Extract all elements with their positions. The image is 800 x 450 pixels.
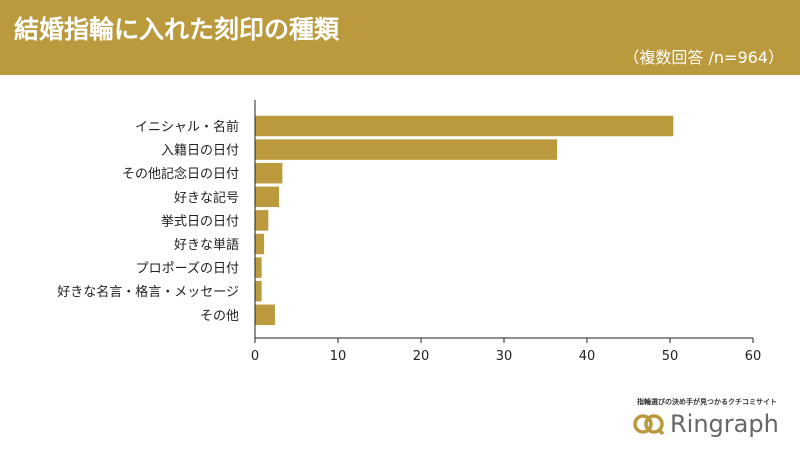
category-label: 好きな単語 bbox=[174, 237, 239, 253]
chart-title: 結婚指輪に入れた刻印の種類 bbox=[14, 15, 340, 44]
bar bbox=[255, 162, 283, 184]
bar bbox=[255, 233, 265, 255]
x-tick-label: 0 bbox=[251, 349, 259, 364]
category-label: イニシャル・名前 bbox=[135, 119, 239, 135]
category-label: 入籍日の日付 bbox=[161, 143, 239, 159]
bar bbox=[255, 210, 269, 231]
x-tick-label: 50 bbox=[662, 349, 679, 364]
category-label: その他記念日の日付 bbox=[122, 166, 239, 182]
category-label: 好きな記号 bbox=[174, 190, 239, 206]
x-tick-label: 60 bbox=[745, 349, 762, 364]
bar bbox=[255, 304, 275, 326]
bar bbox=[255, 257, 262, 278]
bar bbox=[255, 186, 280, 208]
bar bbox=[255, 115, 674, 137]
bar bbox=[255, 139, 558, 160]
bar bbox=[255, 280, 262, 302]
x-tick-label: 10 bbox=[330, 349, 347, 364]
x-tick-label: 20 bbox=[413, 349, 430, 364]
chart-subtitle: （複数回答 /n=964） bbox=[623, 48, 784, 67]
x-tick-label: 40 bbox=[579, 349, 596, 364]
category-label: その他 bbox=[200, 309, 239, 324]
category-label: プロポーズの日付 bbox=[136, 261, 239, 277]
category-label: 挙式日の日付 bbox=[161, 214, 239, 229]
category-label: 好きな名言・格言・メッセージ bbox=[57, 284, 239, 300]
logo-text: Ringraph bbox=[670, 410, 779, 438]
x-tick-label: 30 bbox=[496, 349, 513, 364]
logo-tagline: 指輪選びの決め手が見つかるクチコミサイト bbox=[637, 398, 777, 406]
ringraph-logo: Ringraph bbox=[632, 410, 779, 438]
logo-rings-icon bbox=[633, 414, 665, 436]
title-banner: 結婚指輪に入れた刻印の種類 （複数回答 /n=964） bbox=[0, 0, 800, 75]
